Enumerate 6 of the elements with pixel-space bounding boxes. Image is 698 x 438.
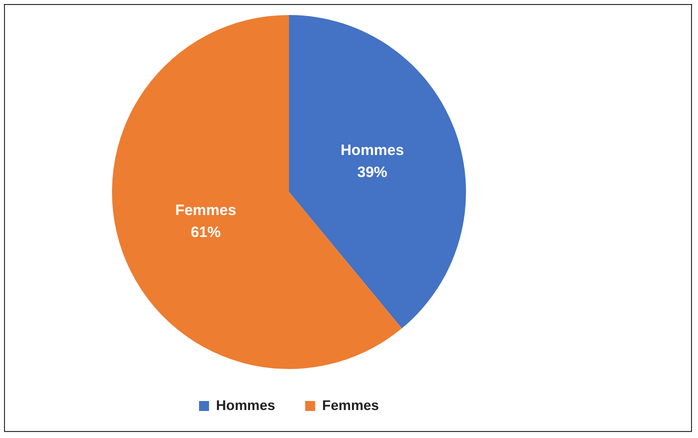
data-label: 61% [190, 224, 221, 242]
slice-label: Femmes [175, 202, 236, 220]
slice-label: Hommes [340, 142, 404, 160]
legend-label: Femmes [322, 396, 380, 413]
legend-label: Hommes [216, 396, 276, 413]
data-label: 39% [357, 164, 388, 182]
